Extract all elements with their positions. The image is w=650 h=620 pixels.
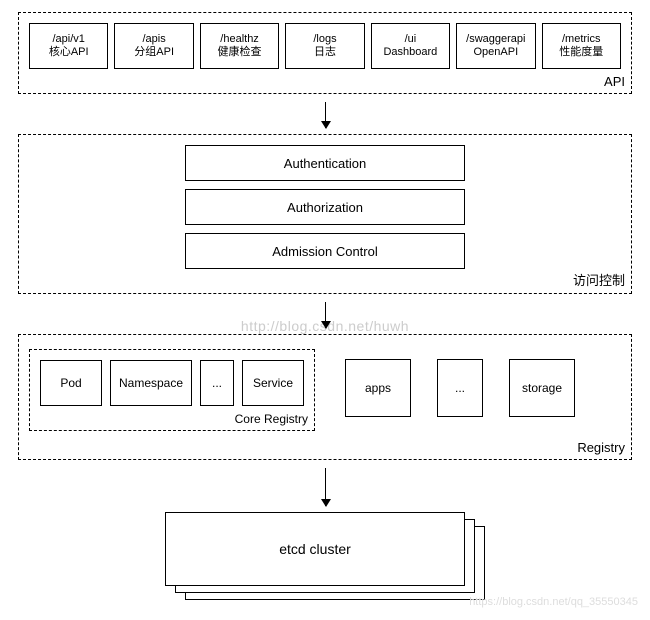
core-registry-label: Core Registry: [235, 412, 308, 426]
api-box-line1: /ui: [405, 33, 417, 46]
arrow-api-to-access: [18, 102, 632, 128]
access-box-admission: Admission Control: [185, 233, 465, 269]
access-group-label: 访问控制: [573, 270, 625, 289]
reg-box-apps: apps: [345, 359, 411, 417]
reg-box-storage: storage: [509, 359, 575, 417]
api-box-logs: /logs 日志: [285, 23, 364, 69]
api-box-line2: OpenAPI: [474, 46, 519, 59]
api-box-apis: /apis 分组API: [114, 23, 193, 69]
api-box-line2: 核心API: [49, 46, 89, 59]
core-registry-group: Pod Namespace ... Service Core Registry: [29, 349, 315, 431]
api-box-line1: /apis: [143, 33, 166, 46]
reg-box-pod: Pod: [40, 360, 102, 406]
api-box-ui: /ui Dashboard: [371, 23, 450, 69]
access-box-authn: Authentication: [185, 145, 465, 181]
api-box-line2: 分组API: [134, 46, 174, 59]
access-box-authz: Authorization: [185, 189, 465, 225]
arrow-access-to-registry: [18, 302, 632, 328]
api-box-metrics: /metrics 性能度量: [542, 23, 621, 69]
api-row: /api/v1 核心API /apis 分组API /healthz 健康检查 …: [29, 23, 621, 69]
api-box-apiv1: /api/v1 核心API: [29, 23, 108, 69]
arrow-registry-to-etcd: [18, 468, 632, 506]
registry-group-label: Registry: [577, 440, 625, 455]
reg-box-ellipsis: ...: [200, 360, 234, 406]
registry-group: Pod Namespace ... Service Core Registry …: [18, 334, 632, 460]
reg-box-extra-ellipsis: ...: [437, 359, 483, 417]
api-box-swagger: /swaggerapi OpenAPI: [456, 23, 535, 69]
api-box-line1: /swaggerapi: [466, 33, 525, 46]
api-group: /api/v1 核心API /apis 分组API /healthz 健康检查 …: [18, 12, 632, 94]
api-box-line2: Dashboard: [383, 46, 437, 59]
reg-box-namespace: Namespace: [110, 360, 192, 406]
api-box-line2: 性能度量: [559, 46, 603, 59]
api-box-line1: /api/v1: [53, 33, 85, 46]
reg-box-service: Service: [242, 360, 304, 406]
watermark-footer: https://blog.csdn.net/qq_35550345: [469, 596, 638, 608]
api-box-line1: /logs: [313, 33, 336, 46]
api-box-line2: 日志: [314, 46, 336, 59]
access-group: Authentication Authorization Admission C…: [18, 134, 632, 294]
api-box-healthz: /healthz 健康检查: [200, 23, 279, 69]
api-group-label: API: [604, 74, 625, 89]
access-stack: Authentication Authorization Admission C…: [185, 145, 465, 269]
etcd-layer-front: etcd cluster: [165, 512, 465, 586]
api-box-line1: /healthz: [220, 33, 259, 46]
api-box-line1: /metrics: [562, 33, 601, 46]
registry-inner: Pod Namespace ... Service Core Registry …: [29, 349, 621, 431]
registry-extra-row: apps ... storage: [345, 349, 575, 431]
etcd-stack: etcd cluster: [165, 512, 485, 602]
api-box-line2: 健康检查: [218, 46, 262, 59]
